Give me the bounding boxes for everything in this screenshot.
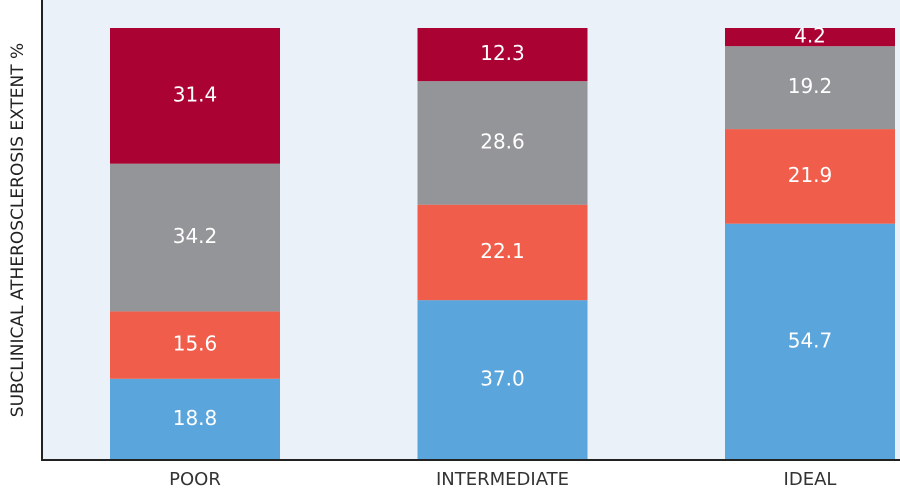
bar-segment	[110, 163, 280, 312]
bar-segment	[725, 28, 895, 47]
x-tick-label: IDEAL	[784, 469, 837, 490]
data-label: 19.2	[788, 74, 833, 98]
x-tick-label: INTERMEDIATE	[436, 469, 569, 490]
bar-segment	[417, 81, 588, 205]
bar-segment	[725, 46, 895, 130]
bar-segment	[725, 223, 895, 460]
bar-segment	[417, 204, 588, 301]
bar-segment	[110, 378, 280, 460]
bar-segment	[417, 28, 588, 82]
data-label: 21.9	[788, 163, 833, 187]
bar-segment	[725, 129, 895, 224]
data-label: 22.1	[480, 239, 525, 263]
x-tick-label: POOR	[169, 469, 221, 490]
data-label: 31.4	[173, 82, 218, 106]
data-label: 4.2	[794, 24, 826, 48]
y-axis-label: SUBCLINICAL ATHEROSCLEROSIS EXTENT %	[8, 43, 28, 417]
bar-segment	[110, 28, 280, 164]
data-label: 54.7	[788, 328, 833, 352]
data-label: 37.0	[480, 367, 525, 391]
data-label: 18.8	[173, 406, 218, 430]
bar-segment	[417, 300, 588, 460]
data-label: 34.2	[173, 224, 218, 248]
data-label: 28.6	[480, 129, 525, 153]
data-label: 15.6	[173, 332, 218, 356]
data-label: 12.3	[480, 41, 525, 65]
bar-segment	[110, 311, 280, 379]
